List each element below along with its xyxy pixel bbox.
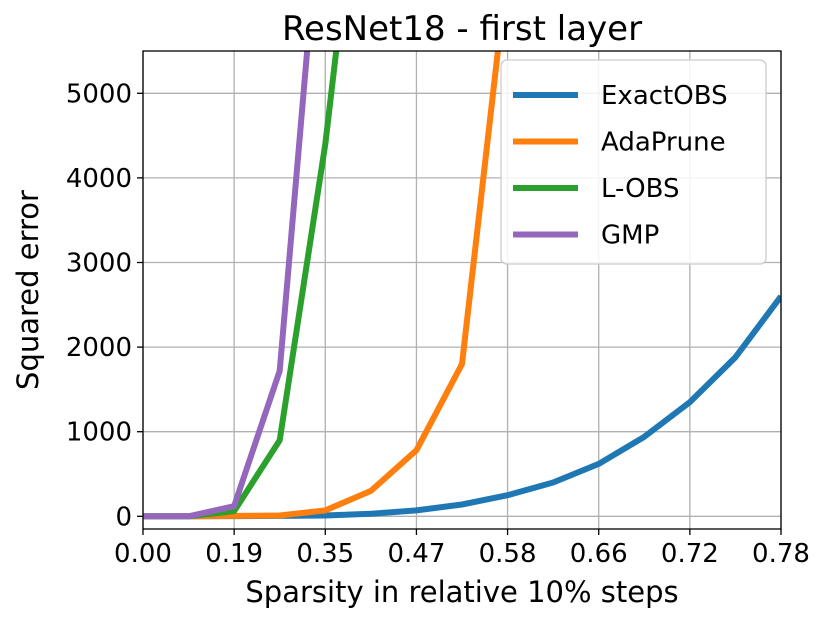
y-tick-label: 1000 <box>66 418 132 448</box>
legend-label-gmp: GMP <box>601 221 659 251</box>
chart-title: ResNet18 - first layer <box>282 9 642 49</box>
x-tick-label: 0.47 <box>387 539 445 569</box>
legend: ExactOBS AdaPrune L-OBS GMP <box>500 59 767 265</box>
legend-box <box>500 59 767 265</box>
y-tick-label: 3000 <box>66 249 132 279</box>
x-tick-label: 0.58 <box>479 539 537 569</box>
legend-label-l-obs: L-OBS <box>601 174 679 204</box>
x-tick-label: 0.35 <box>296 539 354 569</box>
legend-label-exactobs: ExactOBS <box>601 81 728 111</box>
y-tick-label: 4000 <box>66 164 132 194</box>
x-tick-label: 0.66 <box>570 539 628 569</box>
x-tick-label: 0.19 <box>205 539 263 569</box>
plot-frame <box>142 50 782 530</box>
x-axis-label: Sparsity in relative 10% steps <box>245 575 678 609</box>
y-tick-label: 5000 <box>66 79 132 109</box>
x-tick-label: 0.72 <box>661 539 719 569</box>
y-axis-label: Squared error <box>11 190 45 390</box>
ticks: 0.00 0.19 0.35 0.47 0.58 0.66 0.72 0.78 0 1000 200… <box>66 79 810 569</box>
x-tick-label: 0.00 <box>114 539 172 569</box>
y-tick-label: 0 <box>115 502 132 532</box>
series-layer <box>143 51 781 520</box>
series-line-gmp <box>143 51 311 520</box>
y-tick-label: 2000 <box>66 333 132 363</box>
legend-label-adaprune: AdaPrune <box>601 128 726 158</box>
x-tick-label: 0.78 <box>752 539 810 569</box>
